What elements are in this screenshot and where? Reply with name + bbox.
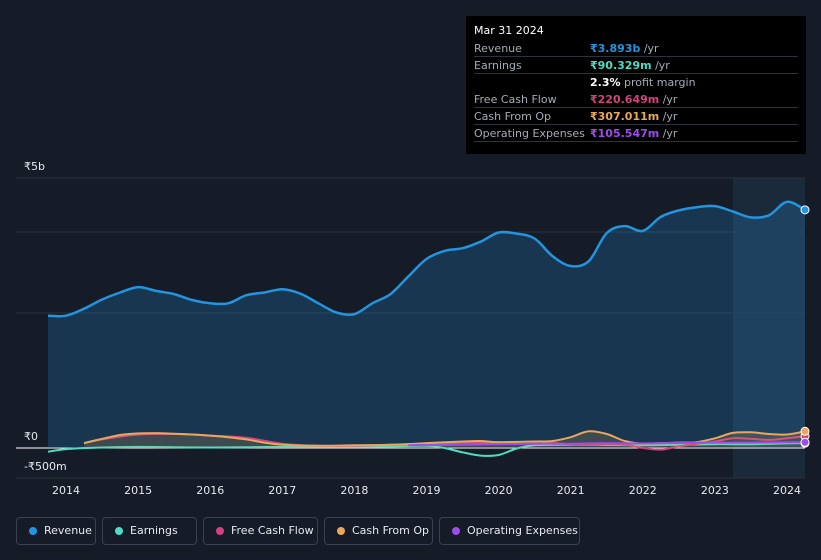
y-tick-label: ₹0 [24, 430, 38, 443]
tooltip-row-operating-expenses: Operating Expenses ₹105.547m /yr [466, 127, 798, 144]
tooltip-divider [474, 56, 798, 57]
tooltip-unit: profit margin [620, 76, 696, 89]
revenue-area [48, 201, 805, 448]
tooltip-label: Free Cash Flow [474, 93, 557, 106]
legend-item-operating-expenses[interactable]: Operating Expenses [439, 517, 580, 545]
tooltip-value-wrap: 2.3% profit margin [590, 76, 696, 89]
legend-item-revenue[interactable]: Revenue [16, 517, 96, 545]
tooltip-label: Operating Expenses [474, 127, 585, 140]
cash-from-op-end-marker [800, 426, 810, 436]
x-tick-label: 2015 [124, 484, 152, 497]
legend-label: Revenue [44, 524, 92, 537]
x-tick-label: 2024 [773, 484, 801, 497]
tooltip-unit: /yr [640, 42, 659, 55]
legend-label: Free Cash Flow [231, 524, 314, 537]
y-tick-label: -₹500m [24, 460, 67, 473]
legend-dot-icon [29, 527, 37, 535]
legend-dot-icon [216, 527, 224, 535]
highlight-band [732, 178, 805, 478]
tooltip-date: Mar 31 2024 [474, 24, 544, 37]
tooltip-unit: /yr [659, 127, 678, 140]
tooltip-row-cash-from-op: Cash From Op ₹307.011m /yr [466, 110, 798, 127]
x-tick-label: 2019 [413, 484, 441, 497]
tooltip-value: ₹3.893b [590, 42, 641, 55]
tooltip-value-wrap: ₹3.893b /yr [590, 42, 659, 55]
y-tick-label: ₹5b [24, 160, 45, 173]
tooltip-value: ₹90.329m [590, 59, 652, 72]
x-tick-label: 2017 [268, 484, 296, 497]
x-tick-label: 2023 [701, 484, 729, 497]
x-tick-label: 2020 [485, 484, 513, 497]
tooltip-value-wrap: ₹90.329m /yr [590, 59, 670, 72]
tooltip-row-earnings: Earnings ₹90.329m /yr [466, 59, 798, 76]
tooltip-divider [474, 73, 798, 74]
tooltip-value-wrap: ₹105.547m /yr [590, 127, 677, 140]
tooltip-label: Cash From Op [474, 110, 552, 123]
tooltip-row-profit-margin: 2.3% profit margin [466, 76, 798, 93]
x-tick-label: 2021 [557, 484, 585, 497]
tooltip-value: ₹307.011m [590, 110, 660, 123]
tooltip-divider [474, 124, 798, 125]
tooltip-panel: Mar 31 2024 Revenue ₹3.893b /yr Earnings… [466, 16, 806, 154]
legend-label: Operating Expenses [467, 524, 578, 537]
legend-dot-icon [452, 527, 460, 535]
x-tick-label: 2022 [629, 484, 657, 497]
legend-label: Earnings [130, 524, 178, 537]
tooltip-divider [474, 141, 798, 142]
x-tick-label: 2014 [52, 484, 80, 497]
tooltip-row-free-cash-flow: Free Cash Flow ₹220.649m /yr [466, 93, 798, 110]
tooltip-row-revenue: Revenue ₹3.893b /yr [466, 42, 798, 59]
tooltip-value-wrap: ₹307.011m /yr [590, 110, 677, 123]
tooltip-divider [474, 107, 798, 108]
tooltip-value-wrap: ₹220.649m /yr [590, 93, 677, 106]
x-tick-label: 2016 [196, 484, 224, 497]
earnings-line [47, 442, 806, 457]
revenue-line [47, 200, 806, 318]
legend-dot-icon [115, 527, 123, 535]
tooltip-unit: /yr [651, 59, 670, 72]
tooltip-value: ₹105.547m [590, 127, 660, 140]
tooltip-value: ₹220.649m [590, 93, 660, 106]
revenue-end-marker [800, 205, 810, 215]
legend-item-earnings[interactable]: Earnings [102, 517, 197, 545]
tooltip-value: 2.3% [590, 76, 621, 89]
legend-dot-icon [337, 527, 345, 535]
legend-item-free-cash-flow[interactable]: Free Cash Flow [203, 517, 318, 545]
tooltip-unit: /yr [659, 93, 678, 106]
tooltip-label: Revenue [474, 42, 522, 55]
legend-label: Cash From Op [352, 524, 430, 537]
tooltip-unit: /yr [659, 110, 678, 123]
operating-expenses-end-marker [800, 437, 810, 447]
tooltip-label: Earnings [474, 59, 522, 72]
legend-item-cash-from-op[interactable]: Cash From Op [324, 517, 433, 545]
cash-from-op-line [83, 430, 806, 447]
x-tick-label: 2018 [340, 484, 368, 497]
operating-expenses-line [408, 441, 805, 447]
